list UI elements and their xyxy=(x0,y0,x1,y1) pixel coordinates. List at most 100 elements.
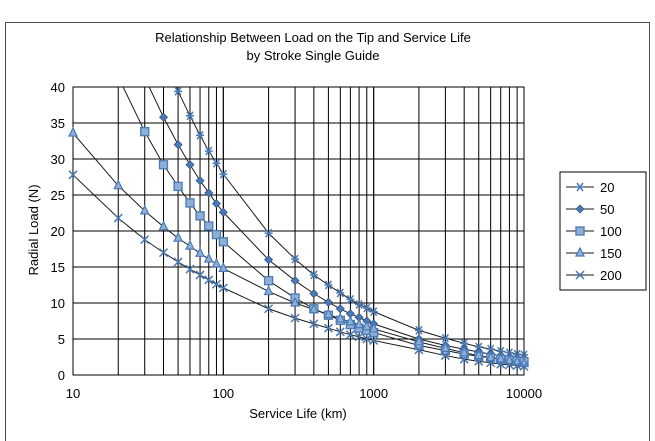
data-point xyxy=(185,198,195,208)
data-point xyxy=(159,112,169,122)
series-line-200 xyxy=(73,174,524,367)
y-tick-label: 25 xyxy=(51,188,65,203)
data-point xyxy=(460,338,469,348)
data-point xyxy=(474,356,484,366)
data-point xyxy=(212,158,221,168)
data-point xyxy=(195,176,205,186)
data-point xyxy=(264,255,274,265)
data-point xyxy=(354,332,364,342)
y-tick-label: 40 xyxy=(51,80,65,95)
data-point xyxy=(263,276,274,286)
data-point xyxy=(504,360,514,370)
data-point xyxy=(290,313,300,323)
data-point xyxy=(204,275,214,285)
data-point xyxy=(362,303,371,313)
y-tick-label: 20 xyxy=(51,224,65,239)
data-point xyxy=(218,207,228,217)
data-point xyxy=(335,304,345,314)
x-tick-label: 100 xyxy=(212,386,234,401)
data-point xyxy=(369,307,378,317)
legend-item-200: 200 xyxy=(566,268,622,283)
data-point xyxy=(173,257,183,267)
x-tick-label: 10000 xyxy=(506,386,542,401)
series-markers xyxy=(68,86,529,371)
data-point xyxy=(185,160,195,170)
data-point xyxy=(309,289,319,299)
data-point xyxy=(575,246,585,257)
chart-title: Relationship Between Load on the Tip and… xyxy=(155,30,471,63)
legend-label: 100 xyxy=(600,224,622,239)
data-point xyxy=(576,182,584,192)
data-point xyxy=(291,254,300,264)
data-point xyxy=(68,126,78,137)
data-point xyxy=(504,354,515,365)
data-point xyxy=(195,246,206,257)
data-point xyxy=(575,270,585,280)
data-point xyxy=(68,170,78,180)
data-point xyxy=(309,319,319,329)
data-point xyxy=(495,352,506,363)
data-point xyxy=(369,335,379,345)
legend-item-20: 20 xyxy=(566,180,614,195)
legend-label: 20 xyxy=(600,180,614,195)
data-point xyxy=(204,221,214,231)
legend: 20 50 100 150 200 xyxy=(559,171,647,291)
data-point xyxy=(211,229,222,240)
data-point xyxy=(324,280,333,290)
data-point xyxy=(196,130,205,140)
data-point xyxy=(203,252,214,263)
data-point xyxy=(346,294,355,304)
chart-title-line-2: by Stroke Single Guide xyxy=(247,48,380,63)
data-point xyxy=(441,333,450,343)
data-point xyxy=(354,318,365,329)
series-line-150 xyxy=(73,132,524,364)
data-point xyxy=(368,322,379,333)
y-tick-label: 10 xyxy=(51,296,65,311)
data-point xyxy=(173,231,184,242)
x-tick-label: 10 xyxy=(66,386,80,401)
data-point xyxy=(575,204,585,214)
data-point xyxy=(355,299,364,309)
data-point xyxy=(575,226,585,236)
data-point xyxy=(174,86,183,96)
series-markers-20 xyxy=(174,86,528,360)
data-point xyxy=(218,237,228,247)
data-point xyxy=(211,279,221,289)
data-point xyxy=(173,140,183,150)
data-point xyxy=(361,320,372,331)
y-tick-label: 5 xyxy=(58,332,65,347)
data-point xyxy=(290,296,301,307)
legend-label: 150 xyxy=(600,246,622,261)
data-point xyxy=(264,304,274,314)
data-point xyxy=(158,220,169,231)
data-point xyxy=(185,111,194,121)
data-point xyxy=(414,345,424,355)
data-point xyxy=(486,358,496,368)
data-point xyxy=(204,188,214,198)
x-axis-label: Service Life (km) xyxy=(249,406,347,421)
y-axis-label: Radial Load (N) xyxy=(26,184,41,275)
series-line-20 xyxy=(175,87,524,356)
data-point xyxy=(309,270,318,280)
data-point xyxy=(140,235,150,245)
legend-item-50: 50 xyxy=(566,202,614,217)
data-point xyxy=(414,325,423,335)
data-point xyxy=(211,199,221,209)
data-point xyxy=(336,288,345,298)
data-point xyxy=(113,179,124,190)
data-point xyxy=(195,211,205,221)
data-point xyxy=(323,323,333,333)
data-point xyxy=(185,264,195,274)
y-tick-label: 35 xyxy=(51,116,65,131)
data-point xyxy=(335,312,346,323)
series-lines xyxy=(73,87,524,367)
data-point xyxy=(459,346,470,357)
legend-item-150: 150 xyxy=(566,246,622,261)
data-point xyxy=(158,248,169,258)
data-point xyxy=(158,160,169,170)
data-point xyxy=(195,270,205,280)
data-point xyxy=(218,262,229,273)
data-point xyxy=(173,181,183,192)
series-line-50 xyxy=(148,87,524,359)
data-point xyxy=(211,257,222,268)
